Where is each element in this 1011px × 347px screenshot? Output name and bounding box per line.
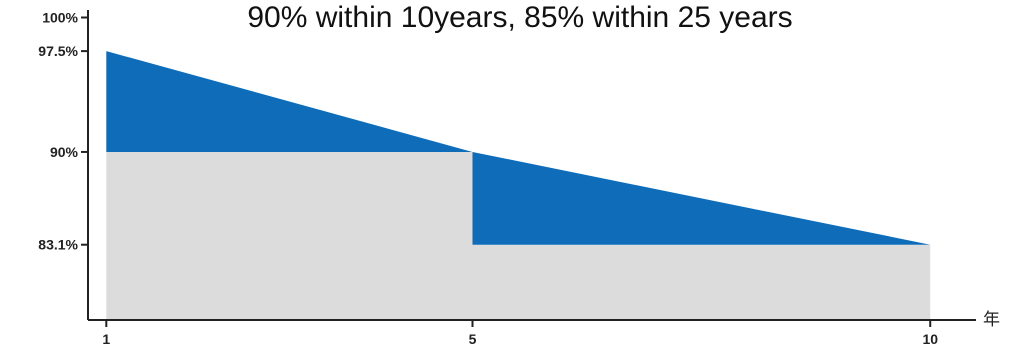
- y-tick-label: 97.5%: [38, 43, 78, 59]
- x-axis-ticks: 1 5 10: [102, 320, 938, 347]
- y-tick-label: 100%: [42, 10, 78, 26]
- x-axis-unit-label: 年: [983, 310, 1000, 330]
- x-tick-label: 10: [922, 331, 938, 347]
- y-tick-label: 83.1%: [38, 237, 78, 253]
- chart-areas: [106, 51, 931, 320]
- chart-title: 90% within 10years, 85% within 25 years: [247, 1, 792, 34]
- y-axis-ticks: 100% 97.5% 90% 83.1%: [38, 10, 88, 253]
- x-tick-label: 1: [102, 331, 110, 347]
- x-tick-label: 5: [469, 331, 477, 347]
- chart-axes: [87, 10, 976, 321]
- y-tick-label: 90%: [50, 144, 79, 160]
- guaranteed-area: [106, 151, 931, 320]
- linear-degradation-area: [106, 51, 931, 245]
